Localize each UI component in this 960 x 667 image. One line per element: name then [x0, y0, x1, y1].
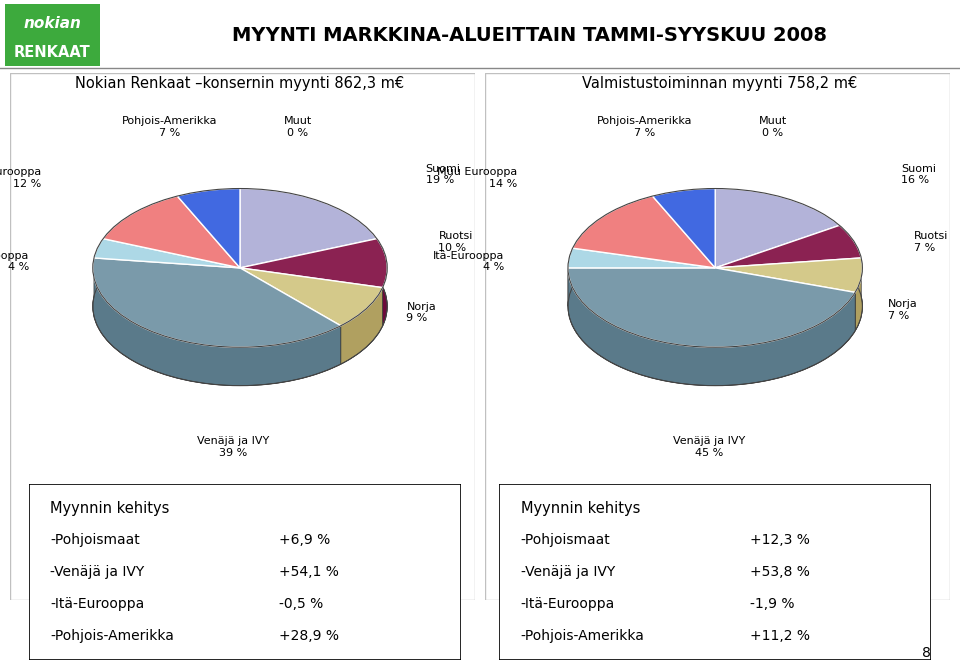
Polygon shape — [178, 189, 240, 268]
Text: +54,1 %: +54,1 % — [279, 565, 339, 579]
Polygon shape — [568, 227, 862, 386]
FancyBboxPatch shape — [10, 73, 475, 600]
Polygon shape — [715, 225, 861, 268]
Polygon shape — [103, 196, 240, 268]
Text: RENKAAT: RENKAAT — [13, 45, 90, 59]
Text: MYYNTI MARKKINA-ALUEITTAIN TAMMI-SYYSKUU 2008: MYYNTI MARKKINA-ALUEITTAIN TAMMI-SYYSKUU… — [232, 25, 828, 45]
Text: Muu Eurooppa
14 %: Muu Eurooppa 14 % — [437, 167, 516, 189]
Text: Suomi
16 %: Suomi 16 % — [900, 163, 936, 185]
Text: -Itä-Eurooppa: -Itä-Eurooppa — [50, 597, 145, 611]
Text: -Pohjois-Amerikka: -Pohjois-Amerikka — [521, 628, 645, 642]
Polygon shape — [93, 258, 341, 348]
Text: -Venäjä ja IVY: -Venäjä ja IVY — [50, 565, 145, 579]
FancyBboxPatch shape — [5, 4, 100, 66]
Polygon shape — [93, 227, 387, 386]
Polygon shape — [568, 248, 572, 306]
Polygon shape — [240, 268, 383, 325]
Polygon shape — [93, 258, 341, 386]
Polygon shape — [653, 189, 715, 268]
Text: Myynnin kehitys: Myynnin kehitys — [521, 502, 640, 516]
FancyBboxPatch shape — [499, 484, 931, 660]
Polygon shape — [377, 239, 387, 326]
Text: Norja
9 %: Norja 9 % — [406, 302, 436, 323]
Polygon shape — [568, 248, 715, 268]
Polygon shape — [715, 189, 839, 268]
Text: -Pohjoismaat: -Pohjoismaat — [521, 533, 611, 547]
Text: +53,8 %: +53,8 % — [750, 565, 809, 579]
Text: Muu Eurooppa
12 %: Muu Eurooppa 12 % — [0, 167, 41, 189]
Text: Myynnin kehitys: Myynnin kehitys — [50, 502, 170, 516]
Text: Suomi
19 %: Suomi 19 % — [425, 163, 461, 185]
Polygon shape — [240, 189, 377, 268]
Text: 8: 8 — [923, 646, 931, 660]
Text: Valmistustoiminnan myynti 758,2 m€: Valmistustoiminnan myynti 758,2 m€ — [583, 76, 857, 91]
Polygon shape — [568, 268, 855, 386]
Polygon shape — [568, 268, 855, 348]
Text: -Pohjois-Amerikka: -Pohjois-Amerikka — [50, 628, 175, 642]
FancyBboxPatch shape — [485, 73, 950, 600]
Text: Ruotsi
10 %: Ruotsi 10 % — [439, 231, 472, 253]
Text: -Itä-Eurooppa: -Itä-Eurooppa — [521, 597, 615, 611]
Text: Muut
0 %: Muut 0 % — [758, 116, 787, 138]
Polygon shape — [240, 239, 387, 287]
Text: -0,5 %: -0,5 % — [279, 597, 324, 611]
Polygon shape — [94, 239, 240, 268]
Text: Norja
7 %: Norja 7 % — [888, 299, 918, 321]
FancyBboxPatch shape — [29, 484, 461, 660]
Text: nokian: nokian — [23, 15, 81, 31]
Text: Nokian Renkaat –konsernin myynti 862,3 m€: Nokian Renkaat –konsernin myynti 862,3 m… — [76, 76, 404, 91]
Text: +6,9 %: +6,9 % — [279, 533, 330, 547]
Text: +28,9 %: +28,9 % — [279, 628, 339, 642]
Text: Venäjä ja IVY
39 %: Venäjä ja IVY 39 % — [198, 436, 270, 458]
Text: +11,2 %: +11,2 % — [750, 628, 810, 642]
Text: -Venäjä ja IVY: -Venäjä ja IVY — [521, 565, 615, 579]
Text: Ruotsi
7 %: Ruotsi 7 % — [914, 231, 948, 253]
Text: Muut
0 %: Muut 0 % — [283, 116, 312, 138]
Polygon shape — [572, 196, 715, 268]
Polygon shape — [341, 287, 383, 364]
Text: -Pohjoismaat: -Pohjoismaat — [50, 533, 140, 547]
Polygon shape — [855, 258, 862, 331]
Text: Itä-Eurooppa
4 %: Itä-Eurooppa 4 % — [0, 251, 29, 272]
Text: Pohjois-Amerikka
7 %: Pohjois-Amerikka 7 % — [122, 116, 217, 138]
Text: Venäjä ja IVY
45 %: Venäjä ja IVY 45 % — [673, 436, 745, 458]
Text: Itä-Eurooppa
4 %: Itä-Eurooppa 4 % — [433, 251, 504, 272]
Text: -1,9 %: -1,9 % — [750, 597, 794, 611]
Polygon shape — [715, 258, 862, 292]
Text: +12,3 %: +12,3 % — [750, 533, 809, 547]
Text: Pohjois-Amerikka
7 %: Pohjois-Amerikka 7 % — [597, 116, 692, 138]
